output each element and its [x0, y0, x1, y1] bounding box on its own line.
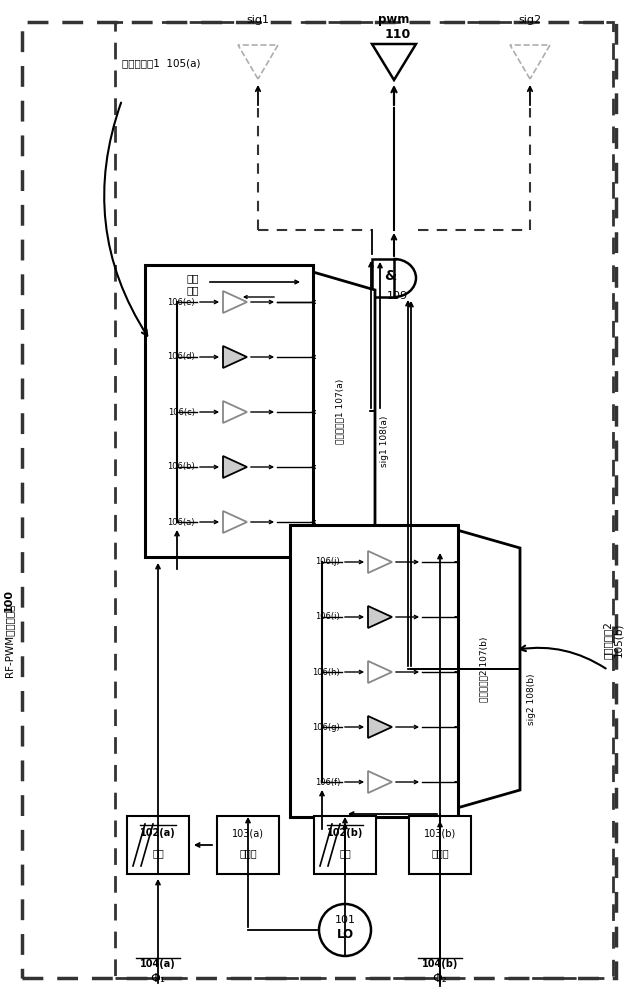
Text: 103(a): 103(a)	[232, 828, 264, 838]
Text: 106(d): 106(d)	[167, 353, 195, 361]
Text: 相位复用器2 107(b): 相位复用器2 107(b)	[479, 636, 489, 702]
Text: 相位复用器1 107(a): 相位复用器1 107(a)	[335, 378, 345, 444]
Text: pwm: pwm	[378, 13, 409, 26]
Polygon shape	[457, 530, 520, 808]
Text: 106(e): 106(e)	[167, 298, 195, 306]
Text: sig1: sig1	[247, 15, 269, 25]
Text: 104(b): 104(b)	[422, 959, 458, 969]
Polygon shape	[313, 272, 375, 550]
Text: 103(b): 103(b)	[424, 828, 456, 838]
Text: 106(i): 106(i)	[315, 612, 340, 621]
Bar	[409, 816, 471, 874]
Text: 104(a): 104(a)	[140, 959, 176, 969]
Polygon shape	[368, 551, 392, 573]
Text: 109: 109	[386, 291, 408, 301]
Text: 106(b): 106(b)	[167, 462, 195, 472]
Polygon shape	[223, 291, 247, 313]
Polygon shape	[368, 716, 392, 738]
Bar	[217, 816, 279, 874]
Text: 106(g): 106(g)	[312, 722, 340, 732]
Text: Φ₁: Φ₁	[150, 972, 165, 986]
Bar	[127, 816, 189, 874]
Circle shape	[319, 904, 371, 956]
Polygon shape	[368, 771, 392, 793]
Text: 110: 110	[385, 27, 411, 40]
Text: 100: 100	[4, 588, 14, 611]
Text: Φ₂: Φ₂	[433, 972, 447, 986]
Text: sig2: sig2	[518, 15, 542, 25]
Polygon shape	[368, 661, 392, 683]
Polygon shape	[223, 456, 247, 478]
Text: 相位调制器1  105(a): 相位调制器1 105(a)	[122, 58, 201, 68]
Text: 延迟: 延迟	[187, 285, 199, 295]
Text: 101: 101	[335, 915, 355, 925]
Text: &: &	[384, 269, 396, 283]
Text: 触发器: 触发器	[239, 848, 257, 858]
Text: 102(a): 102(a)	[140, 828, 176, 838]
Text: 分发: 分发	[152, 848, 164, 858]
Polygon shape	[223, 346, 247, 368]
Bar	[290, 525, 458, 817]
Bar	[314, 816, 376, 874]
Text: 106(h): 106(h)	[312, 668, 340, 676]
Text: sig2 108(b): sig2 108(b)	[528, 673, 537, 725]
Bar	[145, 265, 313, 557]
Text: 相位调制器2
105(b): 相位调制器2 105(b)	[602, 621, 624, 659]
Text: 分发: 分发	[339, 848, 351, 858]
Text: LO: LO	[337, 928, 353, 942]
Text: 106(j): 106(j)	[315, 558, 340, 566]
Text: RF-PWM调制器核心: RF-PWM调制器核心	[4, 603, 14, 677]
Bar	[372, 259, 394, 297]
Text: 102(b): 102(b)	[327, 828, 363, 838]
Polygon shape	[368, 606, 392, 628]
Text: 触发器: 触发器	[431, 848, 449, 858]
Text: 106(a): 106(a)	[167, 518, 195, 526]
Text: 单位: 单位	[187, 273, 199, 283]
Polygon shape	[223, 401, 247, 423]
Text: 106(c): 106(c)	[168, 408, 195, 416]
Polygon shape	[223, 511, 247, 533]
Text: sig1 108(a): sig1 108(a)	[381, 415, 389, 467]
Text: 106(f): 106(f)	[314, 778, 340, 786]
